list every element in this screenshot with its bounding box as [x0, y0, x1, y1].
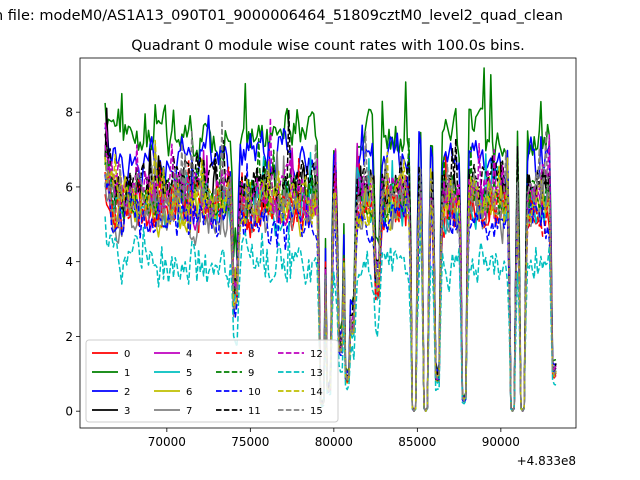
legend-label-15: 15 — [310, 406, 323, 417]
x-tick-label: 85000 — [398, 435, 436, 449]
series-line-12 — [104, 117, 557, 412]
x-tick-label: 75000 — [231, 435, 269, 449]
legend-label-14: 14 — [310, 387, 323, 398]
legend-label-6: 6 — [186, 387, 192, 398]
x-tick-label: 80000 — [315, 435, 353, 449]
plot-frame — [79, 57, 577, 429]
y-tick-label: 4 — [65, 255, 73, 269]
y-axis: 0 2 4 6 8 — [65, 106, 80, 419]
legend-label-0: 0 — [124, 349, 130, 360]
legend-label-3: 3 — [124, 406, 130, 417]
legend-label-12: 12 — [310, 349, 323, 360]
y-tick-label: 0 — [65, 405, 73, 419]
x-axis-offset-label: +4.833e8 — [517, 454, 576, 468]
legend-label-2: 2 — [124, 387, 130, 398]
legend-label-5: 5 — [186, 368, 192, 379]
legend-label-10: 10 — [248, 387, 261, 398]
series-line-15 — [104, 119, 557, 412]
legend-label-9: 9 — [248, 368, 254, 379]
legend-label-7: 7 — [186, 406, 192, 417]
legend-label-1: 1 — [124, 368, 130, 379]
legend-label-11: 11 — [248, 406, 261, 417]
y-tick-label: 2 — [65, 330, 73, 344]
legend-label-13: 13 — [310, 368, 323, 379]
legend-label-8: 8 — [248, 349, 254, 360]
y-tick-label: 6 — [65, 180, 73, 194]
chart-title: Quadrant 0 module wise count rates with … — [131, 38, 525, 54]
figure-suptitle: n file: modeM0/AS1A13_090T01_9000006464_… — [0, 8, 563, 24]
x-axis: 70000 75000 80000 85000 90000 — [148, 428, 520, 449]
legend-label-4: 4 — [186, 349, 192, 360]
x-tick-label: 90000 — [482, 435, 520, 449]
legend-box — [85, 339, 339, 423]
y-tick-label: 8 — [65, 106, 73, 120]
x-tick-label: 70000 — [148, 435, 186, 449]
